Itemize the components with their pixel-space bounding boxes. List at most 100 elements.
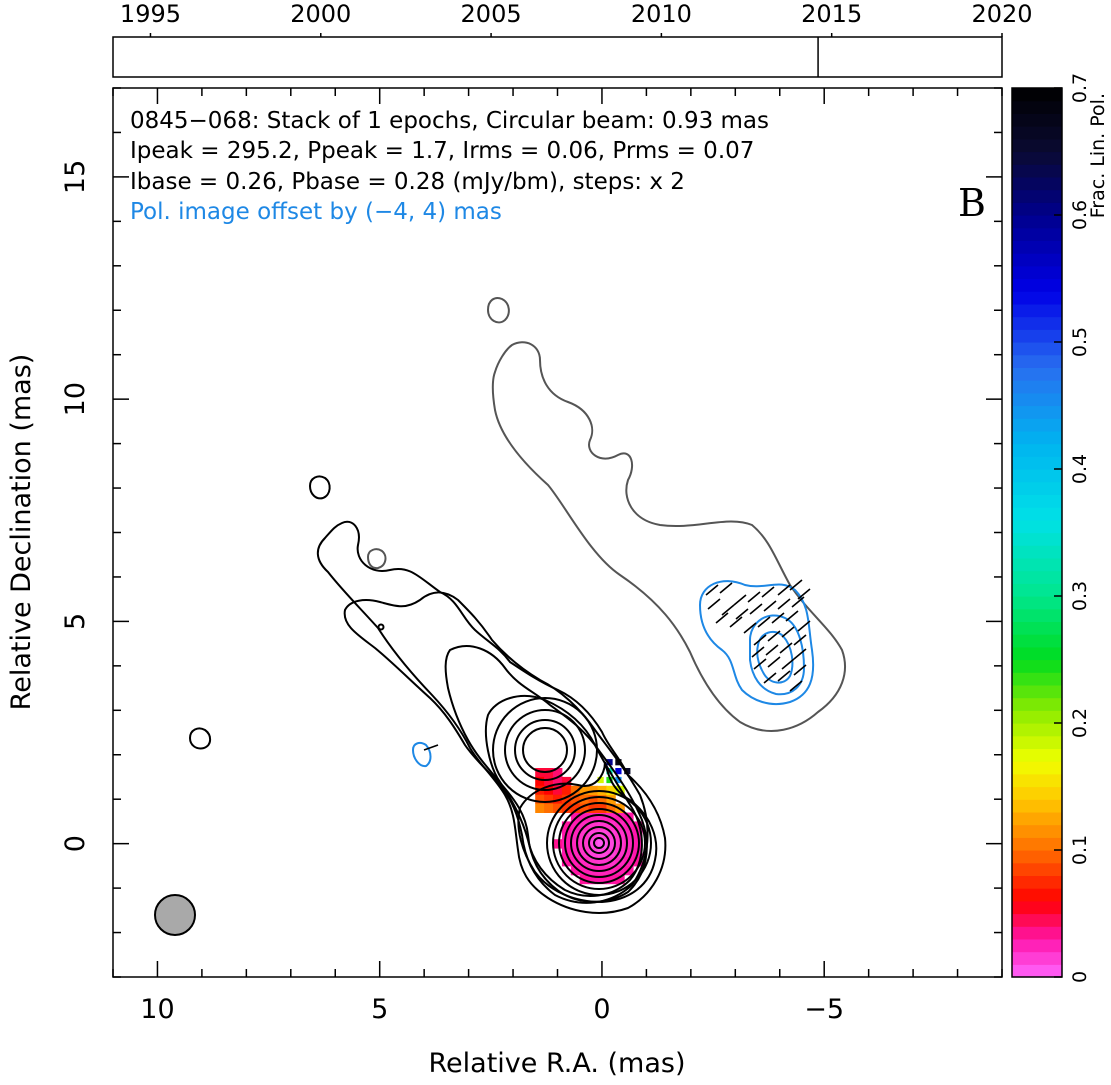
colorbar-cell [1012,456,1062,470]
colorbar-cell [1012,557,1062,572]
colorbar-cell [1012,227,1062,241]
pol-pixel [579,803,590,813]
evpa-tick [757,616,771,628]
pol-contour-outer [698,580,815,706]
timeline-tick-label: 1995 [120,0,181,28]
core-contour-8 [588,832,610,854]
colorbar-frame [1011,87,1063,978]
colorbar-cell [1012,151,1062,165]
pol-contour-inner [756,630,794,684]
colorbar-tick-label: 0.2 [1069,708,1091,738]
colorbar-cell [1012,570,1062,584]
colorbar-cell [1012,646,1062,661]
colorbar-cell [1012,354,1062,368]
colorbar-cell [1012,253,1062,267]
colorbar-cell [1012,837,1062,851]
colorbar-cell [1012,862,1062,876]
x-tick-labels: 10 5 0 −5 [140,994,844,1025]
evpa-tick [751,646,765,658]
colorbar-cell [1012,176,1062,191]
pol-pixel [579,857,590,867]
y-tick-label: 10 [60,382,91,416]
evpa-tick [793,648,807,660]
info-line-2: Ipeak = 295.2, Ppeak = 1.7, Irms = 0.06,… [130,138,754,164]
stokes-i-contours [188,475,667,914]
evpa-tick [743,622,757,634]
evpa-tick [791,596,805,608]
pol-pixel [588,803,598,813]
colorbar-cell [1012,291,1062,305]
evpa-tick [705,584,719,596]
x-axis-title: Relative R.A. (mas) [429,1048,686,1079]
colorbar-cells [1012,88,1062,978]
evpa-tick [763,672,777,684]
pol-pixel [570,785,581,796]
pol-contour-small [411,741,432,768]
timeline-tick-label: 2000 [290,0,351,28]
evpa-tick [789,680,803,692]
pol-pixel [588,874,598,885]
colorbar-cell [1012,113,1062,127]
evpa-tick [777,584,791,596]
stokes-i-dot [377,623,385,631]
stokes-i-core-envelope [517,761,658,904]
colorbar-cell [1012,634,1062,648]
core-contour-5 [570,814,628,872]
colorbar-cell [1012,418,1062,432]
x-tick-label: 5 [371,994,388,1025]
pol-pixel [606,830,616,840]
pol-pixel [624,768,631,775]
pol-pixel [624,848,634,858]
pol-pixel [561,785,572,796]
evpa-tick [777,598,791,610]
colorbar-cell [1012,672,1062,686]
evpa-tick [721,604,735,616]
info-line-1: 0845−068: Stack of 1 epochs, Circular be… [130,108,769,134]
pol-pixel [624,839,634,849]
timeline-frame [112,36,1003,78]
pol-pixel [561,857,572,867]
stokes-i-contour-3 [444,645,648,903]
timeline-tick-label: 2005 [461,0,522,28]
colorbar-cell [1012,507,1062,521]
evpa-tick [797,620,811,632]
pol-pixel [615,821,625,831]
pol-pixel [579,865,590,876]
colorbar-cell [1012,342,1062,356]
y-tick-labels: 0 5 10 15 [60,160,91,853]
stokes-i-contour-1 [316,520,667,914]
core-contour-9 [593,837,605,849]
pol-pixel [633,821,643,831]
evpa-tick [797,588,811,600]
evpa-tick [785,610,799,622]
pol-pixel [606,865,616,876]
colorbar-tick-label: 0 [1069,971,1091,983]
pol-pixel [606,821,616,831]
colorbar-cell [1012,824,1062,838]
timeline-labels: 1995 2000 2005 2010 2015 2020 [120,0,1033,28]
y-axis-title: Relative Declination (mas) [6,354,37,711]
pol-pixel [597,839,607,849]
pol-pixel [633,839,643,849]
colorbar-cell [1012,545,1062,559]
timeline-tick-label: 2010 [631,0,692,28]
offset-lowest-contour [491,341,846,732]
timeline-tick-label: 2015 [801,0,862,28]
pol-pixel [570,830,581,840]
colorbar-cell [1012,786,1062,800]
colorbar-cell [1012,596,1062,610]
colorbar-cell [1012,710,1062,724]
core-contour-1 [546,790,652,896]
colorbar-cell [1012,532,1062,546]
evpa-tick [793,634,807,646]
pol-pixel [615,848,625,858]
evpa-tick [733,594,747,606]
pol-pixel [544,803,554,813]
colorbar-cell [1012,748,1062,762]
colorbar-cell [1012,405,1062,419]
pol-pixel [579,785,590,796]
colorbar-cell [1012,723,1062,737]
colorbar-cell [1012,164,1062,178]
stokes-i-contour-8 [522,727,568,773]
map-content [154,297,846,936]
